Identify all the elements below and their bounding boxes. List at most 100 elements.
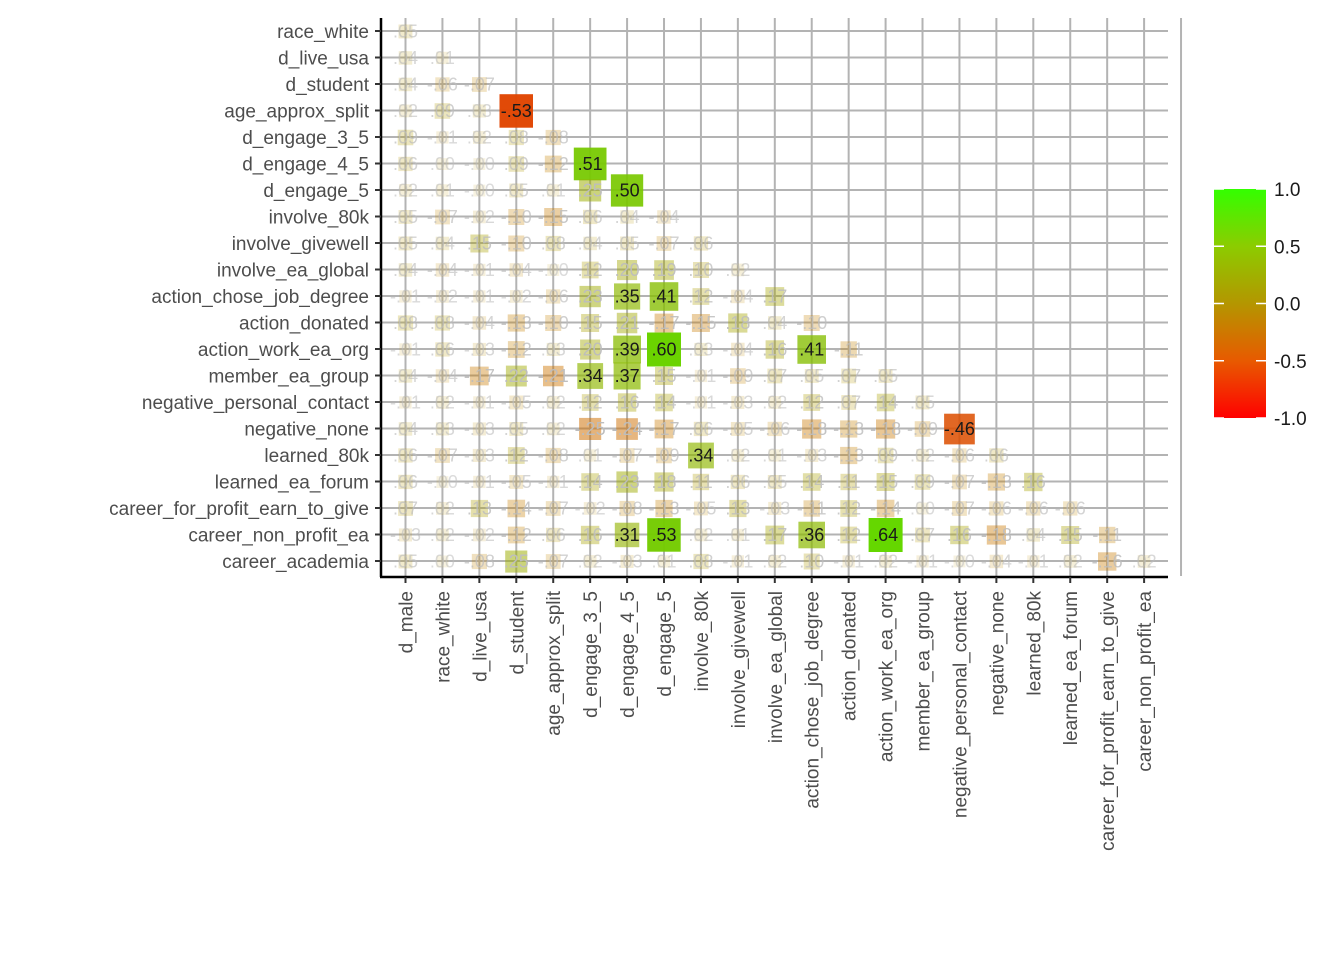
cell-value-label: .34	[578, 366, 603, 386]
heatmap-cell	[545, 447, 561, 464]
heatmap-cell	[1099, 526, 1116, 544]
cell-value-label: .12	[799, 393, 824, 413]
heatmap-cell	[399, 396, 412, 409]
cell-value-label: .21	[615, 313, 640, 333]
cell-value-label: .07	[836, 393, 861, 413]
cell-value-label: .05	[799, 366, 824, 386]
cell-value-label: .06	[688, 234, 713, 254]
heatmap-cell	[657, 210, 671, 224]
cell-value-label: -.15	[538, 207, 569, 227]
cell-value-label: -.18	[796, 419, 827, 439]
cell-value-label: .10	[799, 552, 824, 572]
heatmap-cell	[840, 473, 857, 491]
heatmap-cell	[398, 77, 413, 92]
heatmap-cell	[508, 209, 525, 225]
heatmap-cell	[545, 554, 561, 569]
heatmap-cell	[509, 422, 524, 436]
heatmap-cell	[435, 263, 450, 277]
cell-value-label: -.04	[427, 260, 458, 280]
cell-value-label: .04	[762, 313, 787, 333]
heatmap-cell	[473, 131, 486, 144]
heatmap-cell	[654, 472, 674, 492]
heatmap-cell	[914, 421, 931, 437]
heatmap-cell	[655, 499, 673, 518]
cell-value-label: -.13	[833, 446, 864, 466]
cell-value-label: -.00	[944, 552, 975, 572]
heatmap-cell	[842, 555, 855, 568]
heatmap-cell	[731, 395, 745, 409]
heatmap-cell	[507, 526, 525, 544]
axes	[375, 18, 1168, 583]
heatmap-cell	[878, 369, 893, 383]
heatmap-cell	[472, 104, 486, 118]
legend-tick-label: 1.0	[1274, 180, 1300, 201]
row-label: action_donated	[239, 314, 369, 335]
heatmap-cell	[768, 555, 782, 568]
cell-value-label: .06	[578, 207, 603, 227]
cell-value-label: .02	[541, 419, 566, 439]
row-label: involve_80k	[269, 208, 370, 229]
cell-value-label: -.10	[501, 234, 532, 254]
cell-value-label: -.06	[944, 446, 975, 466]
cell-value-label: .02	[467, 128, 492, 148]
heatmap-cell	[399, 184, 412, 197]
row-label: member_ea_group	[208, 367, 369, 388]
cell-value-label: -.05	[685, 499, 716, 519]
cell-value-label: -.02	[575, 499, 606, 519]
cell-value-label: .00	[430, 552, 455, 572]
cell-value-label: -.07	[427, 207, 458, 227]
cell-value-label: -.07	[427, 446, 458, 466]
heatmap-cell	[544, 208, 563, 226]
cell-value-label: .08	[688, 552, 713, 572]
cell-value-label: -.04	[722, 340, 753, 360]
heatmap-cell	[509, 263, 523, 277]
cell-value-label: -.00	[464, 181, 495, 201]
column-label: learned_80k	[1024, 591, 1045, 696]
heatmap-cell	[616, 418, 638, 440]
cell-value-label: .01	[651, 552, 676, 572]
cell-value-label: -.21	[538, 366, 569, 386]
cell-value-label: -.01	[464, 393, 495, 413]
cell-value-label: .08	[430, 313, 455, 333]
heatmap-cell	[915, 395, 930, 410]
cell-value-label: -.17	[648, 313, 679, 333]
cell-value-label: .07	[836, 366, 861, 386]
heatmap-cell	[730, 368, 746, 384]
heatmap-cell	[398, 501, 413, 516]
heatmap-cell	[767, 368, 783, 384]
cell-value-label: .04	[393, 75, 418, 95]
heatmap-cell	[655, 367, 673, 385]
column-label: race_white	[433, 591, 454, 683]
heatmap-cell	[694, 342, 708, 356]
cell-value-label: .17	[762, 287, 787, 307]
heatmap-cell	[614, 283, 641, 310]
cell-value-label: -.13	[981, 472, 1012, 492]
cell-value-label: .01	[725, 525, 750, 545]
heatmap-cell	[398, 448, 413, 463]
heatmap-cell	[545, 315, 562, 331]
cell-value-label: -.07	[612, 446, 643, 466]
heatmap-cell	[804, 369, 819, 383]
heatmap-cell	[507, 499, 526, 518]
cell-value-label: .04	[393, 366, 418, 386]
heatmap-cell	[398, 210, 413, 224]
cell-value-label: .16	[578, 525, 603, 545]
heatmap-cell	[472, 316, 487, 330]
heatmap-cell	[472, 77, 487, 92]
heatmap-cell	[841, 395, 857, 410]
heatmap-cell	[768, 316, 782, 330]
cell-value-label: .06	[393, 472, 418, 492]
heatmap-cell	[547, 264, 560, 276]
cell-value-label: .06	[430, 340, 455, 360]
heatmap-cell	[916, 449, 929, 462]
cell-value-label: .10	[688, 260, 713, 280]
heatmap-cell	[1098, 552, 1117, 571]
cell-value-label: .02	[430, 525, 455, 545]
heatmap-cell	[398, 263, 413, 277]
heatmap-cell	[989, 501, 1004, 516]
cell-value-label: -.05	[501, 393, 532, 413]
cell-value-label: .02	[430, 393, 455, 413]
heatmap-cell	[507, 447, 525, 464]
column-label: d_male	[397, 591, 418, 653]
heatmap-cell	[544, 155, 562, 173]
